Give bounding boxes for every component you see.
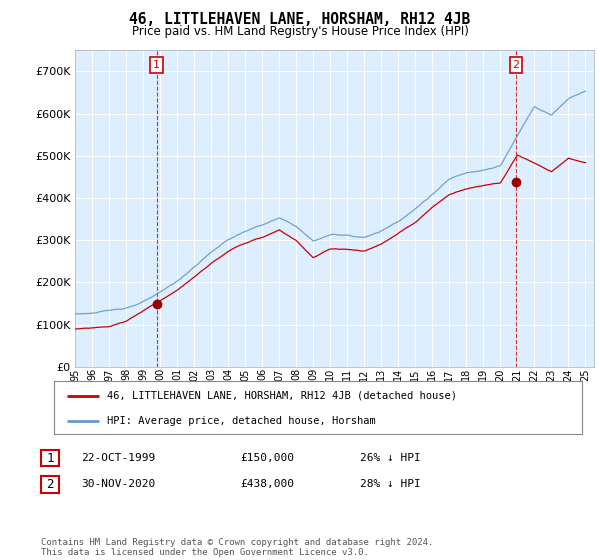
Text: 28% ↓ HPI: 28% ↓ HPI <box>360 479 421 489</box>
Text: 1: 1 <box>46 451 53 465</box>
Text: HPI: Average price, detached house, Horsham: HPI: Average price, detached house, Hors… <box>107 416 376 426</box>
Text: Price paid vs. HM Land Registry's House Price Index (HPI): Price paid vs. HM Land Registry's House … <box>131 25 469 38</box>
Text: 1: 1 <box>153 60 160 70</box>
Text: 2: 2 <box>512 60 520 70</box>
Text: 26% ↓ HPI: 26% ↓ HPI <box>360 453 421 463</box>
Text: £438,000: £438,000 <box>240 479 294 489</box>
Text: £150,000: £150,000 <box>240 453 294 463</box>
Text: 30-NOV-2020: 30-NOV-2020 <box>81 479 155 489</box>
Text: 46, LITTLEHAVEN LANE, HORSHAM, RH12 4JB: 46, LITTLEHAVEN LANE, HORSHAM, RH12 4JB <box>130 12 470 27</box>
Text: Contains HM Land Registry data © Crown copyright and database right 2024.
This d: Contains HM Land Registry data © Crown c… <box>41 538 433 557</box>
Text: 2: 2 <box>46 478 53 491</box>
Text: 46, LITTLEHAVEN LANE, HORSHAM, RH12 4JB (detached house): 46, LITTLEHAVEN LANE, HORSHAM, RH12 4JB … <box>107 391 457 401</box>
Text: 22-OCT-1999: 22-OCT-1999 <box>81 453 155 463</box>
